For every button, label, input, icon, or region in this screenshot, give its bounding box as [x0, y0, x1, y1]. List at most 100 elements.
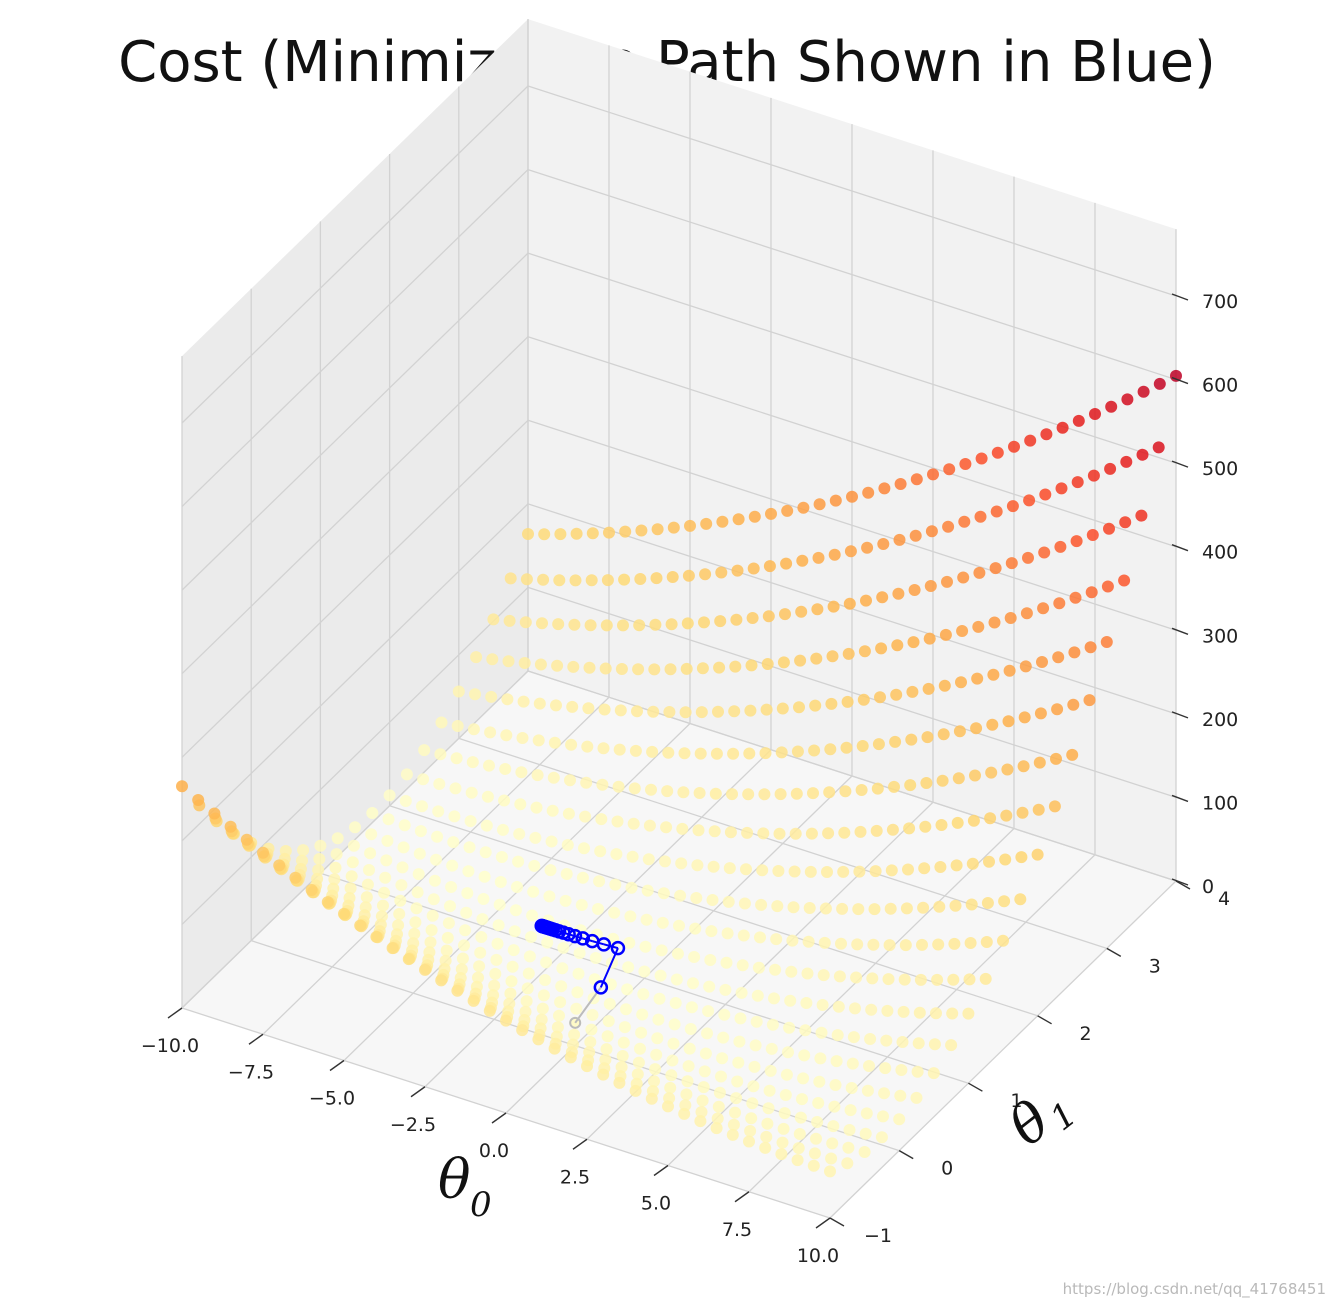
surface-point: [1084, 641, 1097, 654]
surface-point: [981, 897, 994, 909]
surface-point: [700, 517, 713, 530]
surface-point: [435, 716, 448, 729]
surface-point: [600, 619, 613, 632]
surface-point: [1087, 469, 1100, 482]
cost-surface-points: [176, 369, 1182, 1178]
surface-point: [1104, 462, 1117, 475]
surface-point: [557, 941, 570, 954]
surface-point: [908, 584, 921, 596]
surface-point: [474, 946, 487, 959]
surface-point: [859, 1127, 872, 1140]
surface-point: [483, 759, 495, 772]
surface-point: [492, 919, 505, 932]
surface-point: [640, 913, 653, 926]
surface-point: [681, 617, 694, 630]
surface-point: [462, 865, 475, 878]
surface-point: [1037, 602, 1050, 615]
surface-point: [431, 830, 444, 843]
surface-point: [776, 1136, 789, 1149]
surface-point: [452, 685, 465, 698]
surface-point: [860, 594, 872, 607]
surface-point: [787, 901, 800, 914]
surface-point: [537, 573, 550, 586]
surface-point: [509, 904, 522, 917]
surface-point: [1136, 448, 1149, 461]
y-axis-label: θ: [997, 1089, 1061, 1159]
surface-point: [828, 548, 841, 561]
surface-point: [426, 909, 439, 922]
surface-point: [1101, 580, 1114, 593]
surface-point: [483, 1004, 496, 1017]
surface-point: [532, 734, 545, 747]
surface-point: [338, 907, 350, 920]
surface-point: [756, 864, 769, 877]
surface-point: [886, 823, 899, 836]
surface-point: [553, 574, 566, 587]
surface-point: [788, 865, 801, 878]
surface-point: [907, 636, 920, 649]
surface-point: [899, 939, 912, 952]
surface-point: [884, 902, 897, 915]
surface-point: [411, 886, 424, 899]
surface-point: [569, 574, 582, 587]
surface-point: [882, 973, 895, 986]
surface-point: [679, 706, 692, 719]
z-tick-label: 500: [1202, 458, 1238, 480]
surface-point: [639, 940, 652, 953]
surface-point: [922, 682, 935, 695]
surface-point: [889, 735, 902, 748]
surface-point: [615, 1061, 628, 1074]
surface-point: [505, 975, 518, 988]
surface-point: [770, 933, 783, 946]
surface-point: [823, 786, 836, 799]
surface-point: [749, 1039, 762, 1052]
surface-point: [435, 974, 448, 987]
surface-point: [727, 1118, 740, 1131]
surface-point: [486, 653, 499, 666]
surface-point: [736, 959, 749, 972]
surface-point: [602, 1015, 615, 1028]
surface-point: [974, 510, 987, 523]
surface-point: [681, 1075, 694, 1088]
surface-point: [697, 1081, 710, 1094]
surface-point: [428, 874, 441, 887]
surface-point: [662, 1100, 674, 1113]
surface-point: [498, 794, 511, 807]
z-tick-label: 700: [1202, 291, 1238, 313]
surface-point: [951, 816, 964, 829]
surface-point: [581, 1060, 593, 1073]
surface-point: [463, 841, 476, 854]
surface-point: [920, 777, 933, 789]
surface-point: [790, 787, 803, 800]
surface-point: [647, 705, 660, 718]
surface-point: [547, 771, 560, 784]
surface-point: [628, 782, 641, 795]
surface-point: [871, 782, 884, 795]
surface-point: [417, 773, 430, 786]
x-tick-label: −2.5: [390, 1114, 436, 1136]
surface-point: [1015, 851, 1028, 864]
surface-point: [965, 898, 978, 911]
surface-point: [441, 931, 454, 944]
surface-point: [554, 528, 567, 541]
surface-point: [928, 1038, 941, 1051]
surface-point: [1089, 408, 1101, 420]
surface-point: [560, 868, 573, 880]
surface-point: [966, 857, 979, 870]
surface-point: [545, 835, 558, 848]
surface-point: [955, 676, 967, 689]
path-segment: [574, 986, 602, 1024]
surface-point: [344, 882, 357, 895]
surface-point: [568, 1028, 581, 1041]
surface-point: [827, 1120, 840, 1133]
surface-point: [507, 944, 520, 957]
surface-point: [527, 885, 540, 898]
y-tick-label: 0: [941, 1158, 953, 1180]
surface-point: [608, 906, 621, 919]
surface-point: [690, 892, 703, 904]
surface-point: [712, 1100, 725, 1113]
surface-point: [905, 733, 918, 746]
surface-point: [666, 571, 679, 583]
surface-point: [877, 1110, 889, 1123]
